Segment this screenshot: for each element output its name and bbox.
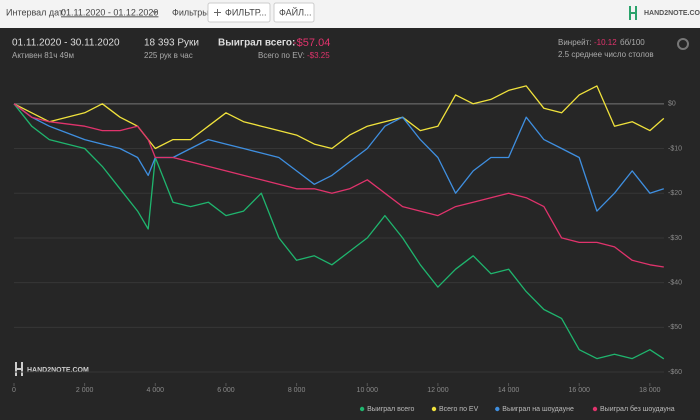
y-tick-label: -$10 bbox=[668, 145, 682, 152]
series-line bbox=[13, 103, 664, 268]
legend-swatch bbox=[431, 406, 437, 412]
y-tick-label: -$50 bbox=[668, 324, 682, 331]
won-value: -$57.04 bbox=[293, 37, 330, 49]
x-tick-label: 6 000 bbox=[217, 387, 235, 394]
x-tick-label: 4 000 bbox=[147, 387, 165, 394]
logo-icon bbox=[629, 6, 637, 20]
file-button-label[interactable]: ФАЙЛ... bbox=[279, 6, 312, 17]
legend-swatch bbox=[495, 406, 500, 412]
legend-label: Выиграл всего bbox=[367, 406, 414, 413]
x-tick-label: 2 000 bbox=[76, 387, 94, 394]
series-line bbox=[13, 103, 664, 212]
logo: HAND2NOTE.COM bbox=[644, 10, 700, 17]
active-time: Активен 81ч 49м bbox=[12, 51, 74, 60]
y-tick-label: $0 bbox=[668, 101, 676, 108]
y-tick-label: -$60 bbox=[668, 369, 682, 376]
plot: $0 -$10 -$20 -$30 -$40 -$50 -$60 0 2 000 4 000 6 0… bbox=[12, 85, 682, 413]
x-tick-label: 18 000 bbox=[639, 387, 661, 394]
legend-label: Всего по EV bbox=[439, 406, 479, 413]
winrate-value: -10.12 bbox=[594, 38, 617, 47]
hands: 18 393 Руки bbox=[144, 38, 199, 49]
toolbar bbox=[0, 0, 700, 28]
date-label: Интервал дат: bbox=[6, 7, 66, 17]
ev-value: -$3.25 bbox=[307, 51, 330, 60]
winrate-unit: бб/100 bbox=[620, 38, 645, 47]
ev-label: Всего по EV: bbox=[258, 51, 305, 60]
y-tick-label: -$20 bbox=[668, 190, 682, 197]
x-tick-label: 10 000 bbox=[357, 387, 379, 394]
dropdown-arrow[interactable] bbox=[152, 11, 158, 14]
x-tick-label: 14 000 bbox=[498, 387, 520, 394]
watermark: HAND2NOTE.COM bbox=[27, 367, 89, 374]
watermark-icon bbox=[15, 362, 23, 376]
legend-label: Выиграл без шоудауна bbox=[600, 405, 675, 413]
y-tick-label: -$30 bbox=[668, 235, 682, 242]
series-line bbox=[13, 103, 665, 360]
legend-label: Выиграл на шоудауне bbox=[502, 406, 574, 413]
filter-button[interactable] bbox=[207, 2, 271, 23]
legend-swatch bbox=[592, 406, 598, 412]
settings-icon[interactable] bbox=[677, 38, 689, 50]
x-tick-label: 8 000 bbox=[288, 387, 306, 394]
y-tick-label: -$40 bbox=[668, 279, 682, 286]
x-tick-label: 16 000 bbox=[569, 387, 591, 394]
winrate-label: Винрейт: bbox=[558, 38, 591, 47]
hands-per-hour: 225 рук в час bbox=[144, 51, 193, 60]
file-button[interactable] bbox=[273, 2, 315, 23]
x-tick-label: 0 bbox=[12, 387, 16, 394]
filter-button-label[interactable]: ФИЛЬТР... bbox=[225, 7, 267, 17]
x-tick-label: 12 000 bbox=[427, 387, 449, 394]
date-range[interactable]: 01.11.2020 - 01.12.2020 bbox=[61, 7, 158, 17]
tables: 2.5 среднее число столов bbox=[558, 50, 654, 59]
plus-icon bbox=[214, 9, 221, 16]
filters-label: Фильтры: bbox=[172, 7, 211, 17]
won-label: Выиграл всего: bbox=[218, 38, 295, 49]
legend-swatch bbox=[359, 406, 365, 412]
period: 01.11.2020 - 30.11.2020 bbox=[12, 38, 120, 49]
